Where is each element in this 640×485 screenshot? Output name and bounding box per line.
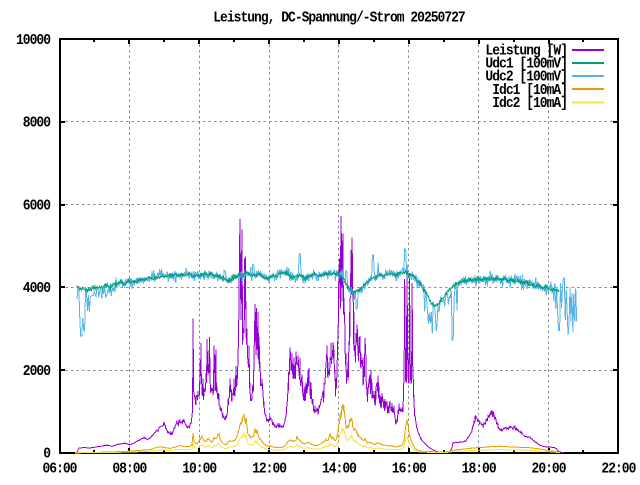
svg-text:Leistung [W]: Leistung [W] bbox=[485, 43, 567, 60]
svg-text:Idc1 [10mA]: Idc1 [10mA] bbox=[492, 82, 567, 99]
svg-text:06:00: 06:00 bbox=[43, 461, 78, 478]
svg-text:12:00: 12:00 bbox=[252, 461, 287, 478]
svg-text:8000: 8000 bbox=[23, 115, 51, 132]
svg-text:08:00: 08:00 bbox=[112, 461, 147, 478]
svg-text:Udc1 [100mV]: Udc1 [100mV] bbox=[485, 56, 567, 73]
svg-text:Udc2 [100mV]: Udc2 [100mV] bbox=[485, 69, 567, 86]
svg-text:16:00: 16:00 bbox=[392, 461, 427, 478]
svg-text:22:00: 22:00 bbox=[601, 461, 636, 478]
svg-text:4000: 4000 bbox=[23, 280, 51, 297]
svg-text:Idc2 [10mA]: Idc2 [10mA] bbox=[492, 95, 567, 112]
svg-text:2000: 2000 bbox=[23, 363, 51, 380]
svg-text:6000: 6000 bbox=[23, 198, 51, 215]
svg-text:14:00: 14:00 bbox=[322, 461, 357, 478]
svg-text:10:00: 10:00 bbox=[182, 461, 217, 478]
svg-text:0: 0 bbox=[43, 446, 50, 463]
svg-text:18:00: 18:00 bbox=[462, 461, 497, 478]
svg-text:20:00: 20:00 bbox=[532, 461, 567, 478]
svg-text:Leistung, DC-Spannung/-Strom 2: Leistung, DC-Spannung/-Strom 20250727 bbox=[213, 10, 465, 27]
svg-text:10000: 10000 bbox=[16, 32, 51, 49]
